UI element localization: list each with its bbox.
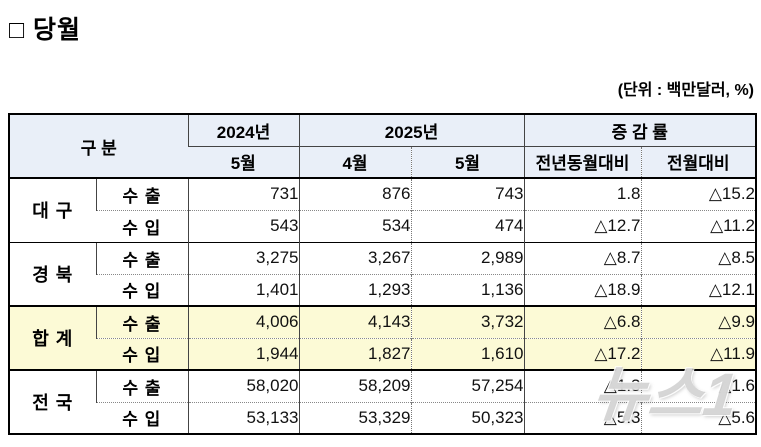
- cell-value: 1,136: [410, 273, 525, 306]
- cell-value: 876: [298, 177, 412, 210]
- cell-value: 731: [187, 177, 300, 210]
- cell-value: 534: [298, 209, 412, 242]
- table-row: 전 국 수 출 58,020 58,209 57,254 △1.3 △1.6: [9, 369, 757, 434]
- cell-value: 53,329: [298, 401, 412, 434]
- region-gyeongbuk: 경 북: [9, 241, 96, 306]
- cell-value: △12.1: [640, 273, 757, 306]
- cell-value: △1.6: [640, 369, 757, 402]
- table-row-total: 수 입 1,944 1,827 1,610 △17.2 △11.9: [9, 337, 757, 370]
- cell-value: 57,254: [410, 369, 525, 402]
- header-2024-may: 5월: [188, 145, 300, 178]
- cell-value: 1,827: [298, 337, 412, 370]
- cell-value: △1.3: [523, 369, 642, 402]
- header-2025-apr: 4월: [298, 145, 412, 178]
- cell-value: 1,293: [298, 273, 412, 306]
- row-label-import: 수 입: [96, 209, 189, 242]
- cell-value: △5.3: [523, 401, 642, 434]
- table-row: 수 입 1,401 1,293 1,136 △18.9 △12.1: [9, 273, 757, 306]
- cell-value: △11.2: [640, 209, 757, 242]
- cell-value: 58,020: [187, 369, 300, 402]
- table-row: 경 북 수 출 3,275 3,267 2,989 △8.7 △8.5: [9, 241, 757, 306]
- cell-value: 543: [187, 209, 300, 242]
- row-label-export: 수 출: [95, 305, 189, 338]
- trade-stats-table: 구 분 2024년 2025년 증 감 률 5월 4월 5월 전년동월대비 전월…: [8, 113, 758, 435]
- header-mom: 전월대비: [640, 145, 757, 178]
- header-year-2025: 2025년: [298, 114, 525, 146]
- row-label-export: 수 출: [95, 177, 189, 210]
- unit-note: (단위 : 백만달러, %): [617, 82, 754, 99]
- region-daegu: 대 구: [9, 177, 96, 242]
- cell-value: 1.8: [523, 177, 642, 210]
- header-2025-may: 5월: [410, 145, 525, 178]
- cell-value: 1,401: [187, 273, 300, 306]
- region-total: 합 계: [9, 305, 96, 370]
- cell-value: 58,209: [298, 369, 412, 402]
- row-label-import: 수 입: [96, 337, 189, 370]
- row-label-import: 수 입: [96, 401, 189, 434]
- cell-value: 2,989: [410, 241, 525, 274]
- cell-value: 4,006: [187, 305, 300, 338]
- region-nationwide: 전 국: [9, 369, 96, 434]
- cell-value: 743: [410, 177, 525, 210]
- cell-value: △17.2: [523, 337, 642, 370]
- header-change-rate: 증 감 률: [523, 114, 757, 146]
- row-label-import: 수 입: [96, 273, 189, 306]
- cell-value: △6.8: [523, 305, 642, 338]
- header-year-2024: 2024년: [187, 114, 300, 146]
- cell-value: △11.9: [640, 337, 757, 370]
- cell-value: △5.6: [640, 401, 757, 434]
- header-gubun: 구 분: [9, 114, 189, 178]
- page-title: □ 당월: [9, 16, 82, 44]
- cell-value: △12.7: [523, 209, 642, 242]
- cell-value: 53,133: [187, 401, 300, 434]
- cell-value: △18.9: [523, 273, 642, 306]
- cell-value: 3,275: [187, 241, 300, 274]
- cell-value: 4,143: [298, 305, 412, 338]
- row-label-export: 수 출: [95, 369, 189, 402]
- table-row: 수 입 53,133 53,329 50,323 △5.3 △5.6: [9, 401, 757, 434]
- cell-value: △15.2: [640, 177, 757, 210]
- header-yoy: 전년동월대비: [523, 145, 642, 178]
- table-row: 수 입 543 534 474 △12.7 △11.2: [9, 209, 757, 242]
- cell-value: △9.9: [640, 305, 757, 338]
- cell-value: 474: [410, 209, 525, 242]
- cell-value: △8.5: [640, 241, 757, 274]
- table-row: 대 구 수 출 731 876 743 1.8 △15.2: [9, 177, 757, 242]
- table-row-total: 합 계 수 출 4,006 4,143 3,732 △6.8 △9.9: [9, 305, 757, 370]
- cell-value: 50,323: [410, 401, 525, 434]
- row-label-export: 수 출: [95, 241, 189, 274]
- cell-value: △8.7: [523, 241, 642, 274]
- table-header: 구 분 2024년 2025년 증 감 률 5월 4월 5월 전년동월대비 전월…: [9, 114, 757, 178]
- cell-value: 3,732: [410, 305, 525, 338]
- cell-value: 1,944: [187, 337, 300, 370]
- cell-value: 3,267: [298, 241, 412, 274]
- cell-value: 1,610: [410, 337, 525, 370]
